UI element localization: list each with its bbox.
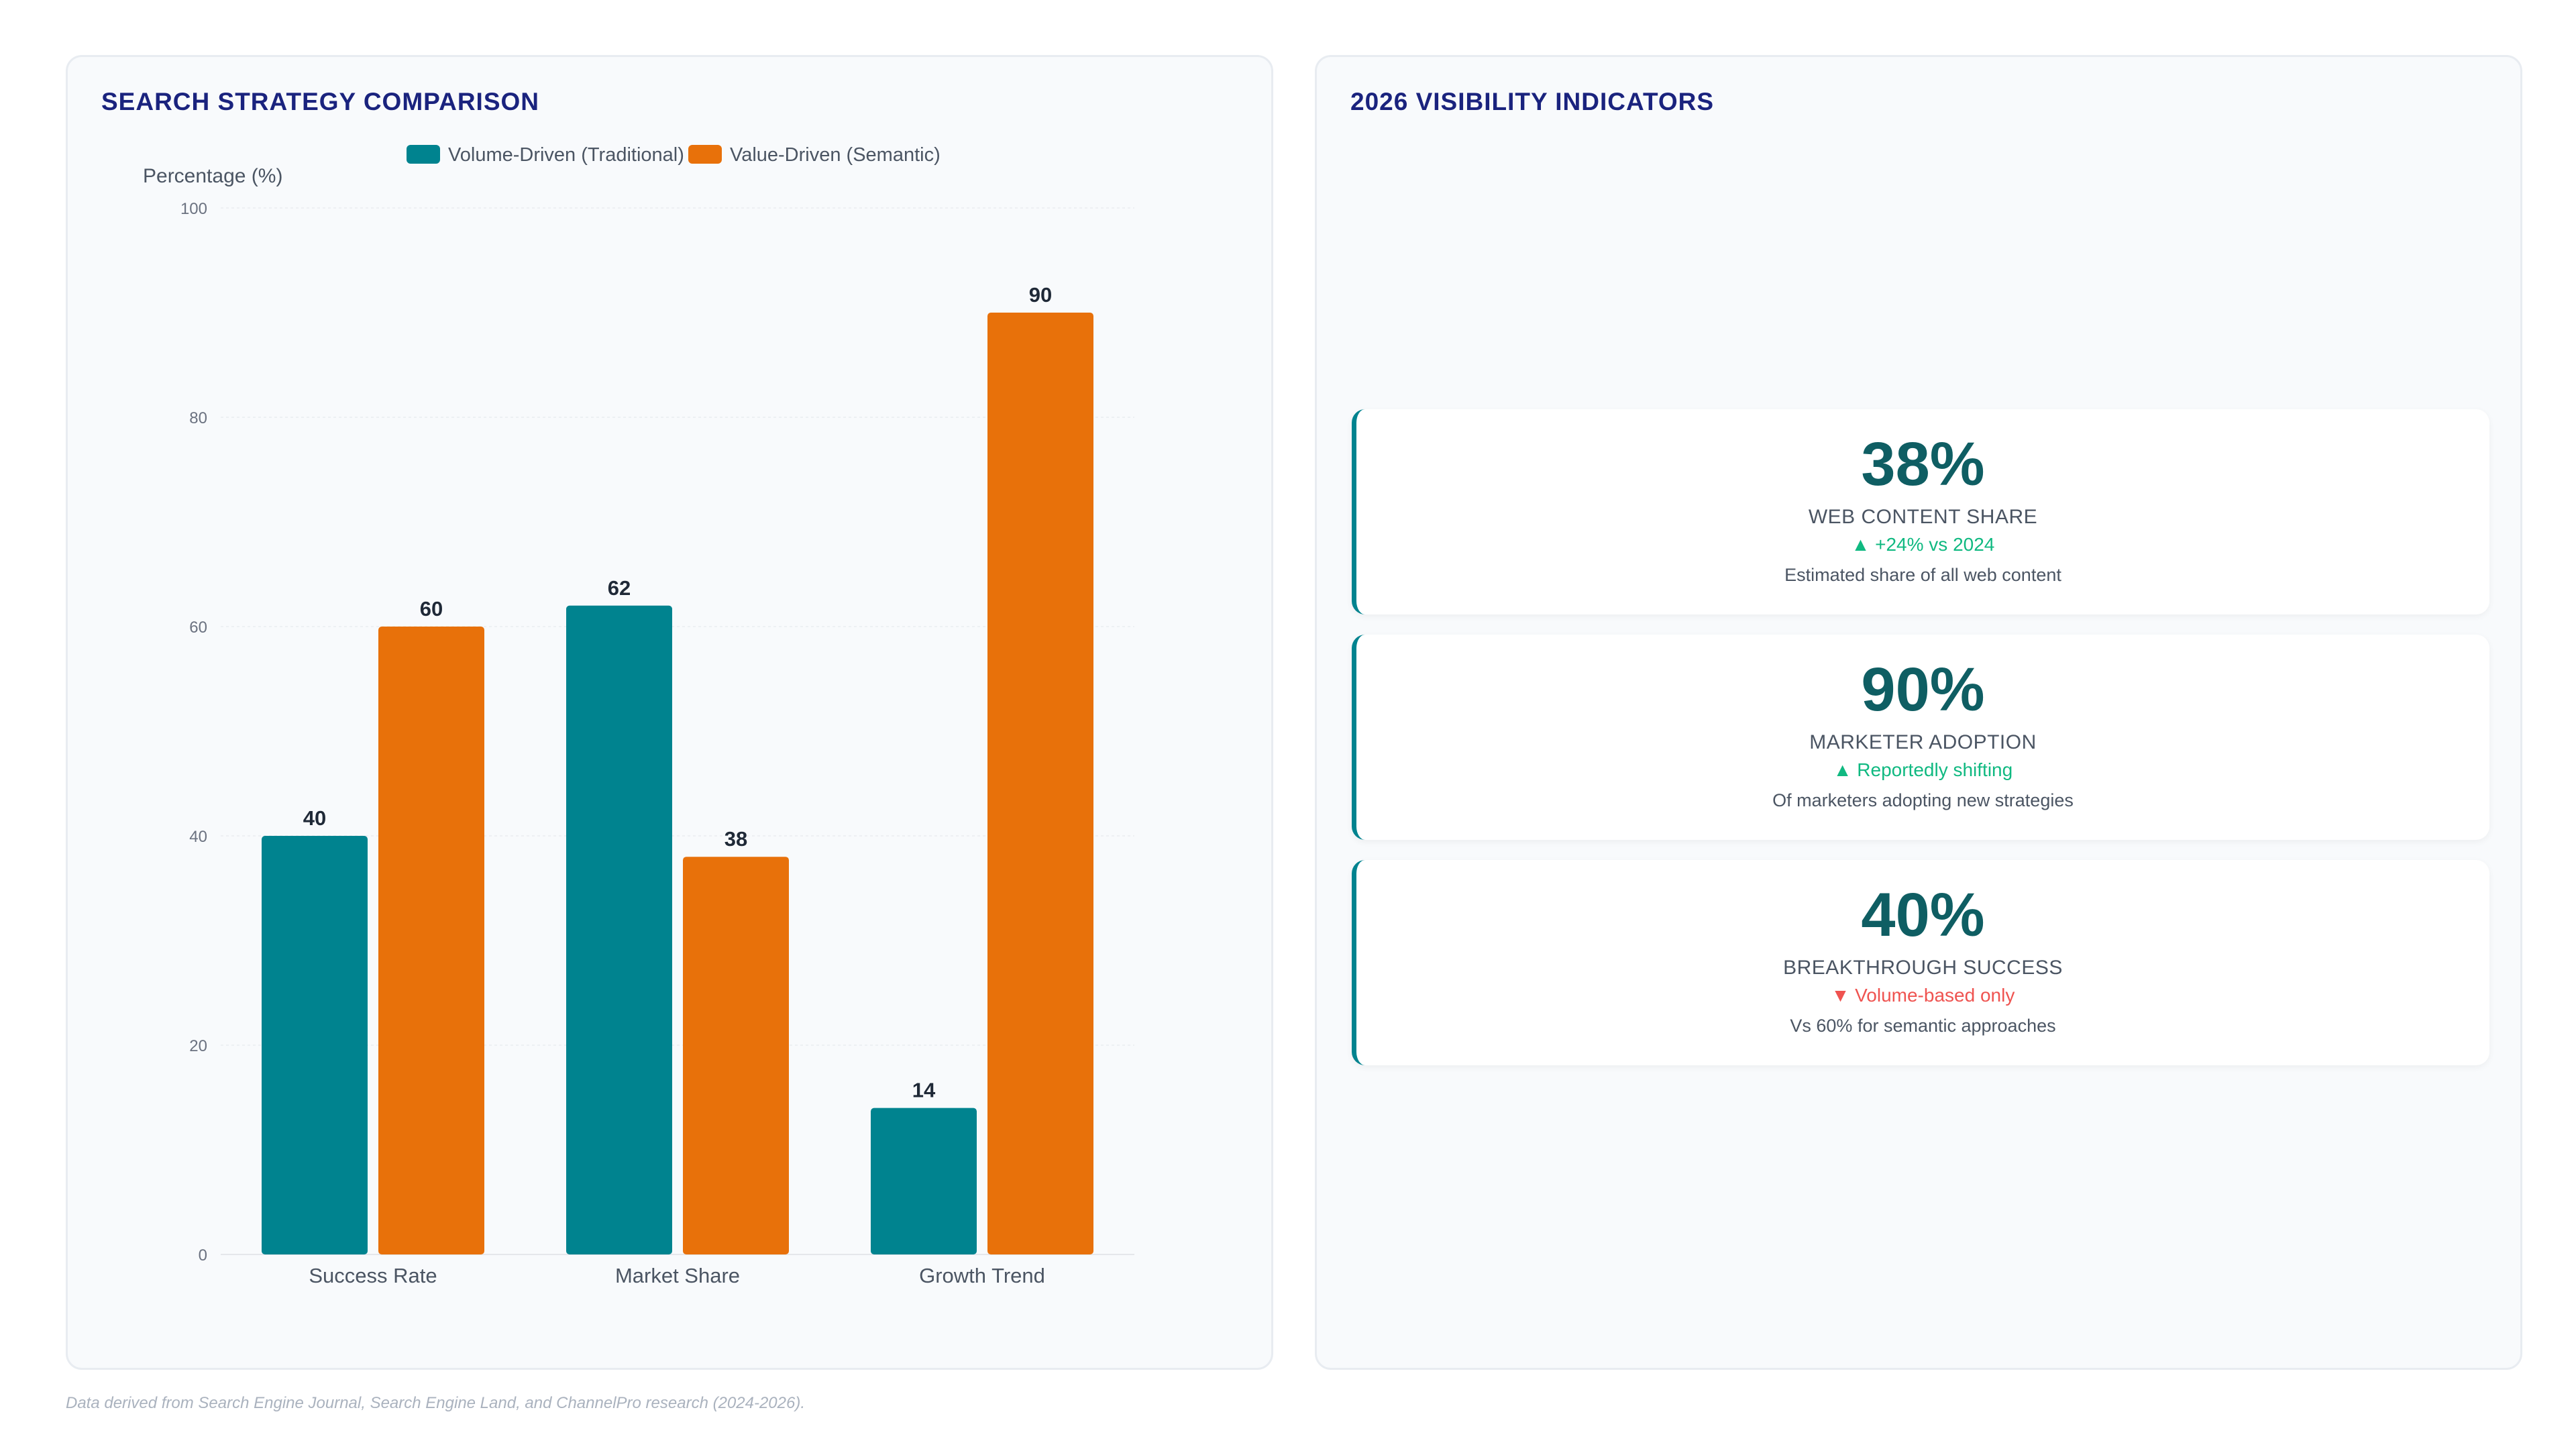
y-tick-label: 100 [180, 200, 207, 218]
kpi-value: 38% [1861, 430, 1985, 498]
legend-swatch [688, 145, 722, 164]
kpi-card-web-content-share: 38% WEB CONTENT SHARE ▲ +24% vs 2024 Est… [1352, 409, 2489, 614]
legend-swatch [407, 145, 440, 164]
kpi-label: BREAKTHROUGH SUCCESS [1783, 957, 2063, 979]
bar [566, 605, 672, 1254]
source-footnote: Data derived from Search Engine Journal,… [66, 1394, 806, 1412]
kpi-trend: ▲ +24% vs 2024 [1851, 534, 1995, 555]
kpi-description: Vs 60% for semantic approaches [1790, 1016, 2056, 1036]
x-tick-label: Growth Trend [919, 1264, 1045, 1287]
y-tick-label: 20 [189, 1037, 207, 1055]
y-axis-label: Percentage (%) [143, 165, 282, 187]
legend-label: Volume-Driven (Traditional) [448, 144, 684, 166]
kpi-description: Estimated share of all web content [1784, 565, 2061, 585]
chart-panel: SEARCH STRATEGY COMPARISON 0 20 40 60 80 100 P… [66, 55, 1273, 1370]
bar [871, 1108, 977, 1254]
bar-chart: 0 20 40 60 80 100 Percentage (%) Volume-Driven … [143, 144, 1134, 1287]
bar-value-label: 14 [912, 1079, 936, 1102]
bar-value-label: 90 [1029, 283, 1052, 307]
kpi-panel-title: 2026 VISIBILITY INDICATORS [1350, 88, 1715, 115]
kpi-card-marketer-adoption: 90% MARKETER ADOPTION ▲ Reportedly shift… [1352, 635, 2489, 840]
bar-value-label: 40 [303, 806, 326, 830]
kpi-trend: ▲ Reportedly shifting [1833, 759, 2013, 780]
x-tick-label: Market Share [615, 1264, 740, 1287]
kpi-value: 40% [1861, 881, 1985, 949]
kpi-trend: ▼ Volume-based only [1831, 985, 2015, 1006]
legend-label: Value-Driven (Semantic) [730, 144, 941, 166]
bar [262, 836, 368, 1254]
bar [378, 627, 484, 1254]
bar-value-label: 62 [608, 576, 631, 600]
bar [683, 857, 789, 1254]
kpi-description: Of marketers adopting new strategies [1772, 790, 2074, 810]
kpi-panel: 2026 VISIBILITY INDICATORS 38% WEB CONTE… [1315, 55, 2522, 1370]
y-tick-label: 0 [199, 1246, 207, 1265]
y-tick-label: 60 [189, 619, 207, 637]
y-tick-label: 40 [189, 828, 207, 846]
bar [987, 313, 1093, 1254]
kpi-label: WEB CONTENT SHARE [1808, 506, 2038, 528]
bar-value-label: 38 [724, 827, 747, 851]
kpi-value: 90% [1861, 655, 1985, 724]
bar-value-label: 60 [420, 597, 443, 621]
y-tick-label: 80 [189, 409, 207, 427]
kpi-label: MARKETER ADOPTION [1809, 731, 2037, 753]
kpi-card-breakthrough-success: 40% BREAKTHROUGH SUCCESS ▼ Volume-based … [1352, 860, 2489, 1065]
x-tick-label: Success Rate [309, 1264, 437, 1287]
chart-panel-title: SEARCH STRATEGY COMPARISON [101, 88, 539, 115]
